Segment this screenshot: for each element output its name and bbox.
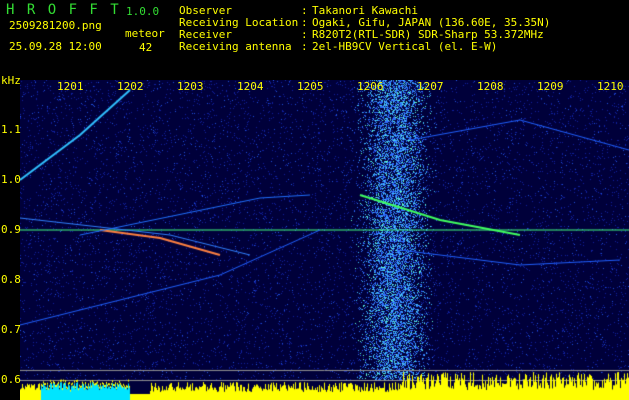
info-value-observer: Takanori Kawachi (312, 4, 418, 17)
info-label-observer: Observer (179, 4, 232, 17)
info-label-location: Receiving Location (179, 16, 299, 29)
x-tick-label: 1208 (477, 80, 504, 93)
x-tick-label: 1202 (117, 80, 144, 93)
app-version: 1.0.0 (126, 5, 160, 18)
colon: : (301, 40, 308, 53)
info-label-antenna: Receiving antenna (179, 40, 292, 53)
meteor-label: meteor (125, 27, 165, 40)
y-unit: kHz (1, 74, 21, 87)
x-tick-label: 1210 (597, 80, 624, 93)
y-tick-label: 1.1 (1, 123, 21, 136)
y-tick-label: 0.9 (1, 223, 21, 236)
x-tick-label: 1206 (357, 80, 384, 93)
spectrogram (20, 80, 629, 400)
colon: : (301, 16, 308, 29)
info-label-receiver: Receiver (179, 28, 232, 41)
y-tick-label: 1.0 (1, 173, 21, 186)
x-tick-label: 1207 (417, 80, 444, 93)
x-tick-label: 1205 (297, 80, 324, 93)
x-tick-label: 1204 (237, 80, 264, 93)
info-value-receiver: R820T2(RTL-SDR) SDR-Sharp 53.372MHz (312, 28, 544, 41)
info-value-location: Ogaki, Gifu, JAPAN (136.60E, 35.35N) (312, 16, 551, 29)
app-name: H R O F F T (6, 2, 121, 18)
y-tick-label: 0.8 (1, 273, 21, 286)
x-tick-label: 1203 (177, 80, 204, 93)
colon: : (301, 28, 308, 41)
y-tick-label: 0.7 (1, 323, 21, 336)
x-tick-label: 1209 (537, 80, 564, 93)
colon: : (301, 4, 308, 17)
info-value-antenna: 2el-HB9CV Vertical (el. E-W) (312, 40, 498, 53)
datetime: 25.09.28 12:00 (9, 40, 102, 53)
filename: 2509281200.png (9, 19, 102, 32)
meteor-count: 42 (139, 41, 153, 54)
y-tick-label: 0.6 (1, 373, 21, 386)
x-tick-label: 1201 (57, 80, 84, 93)
